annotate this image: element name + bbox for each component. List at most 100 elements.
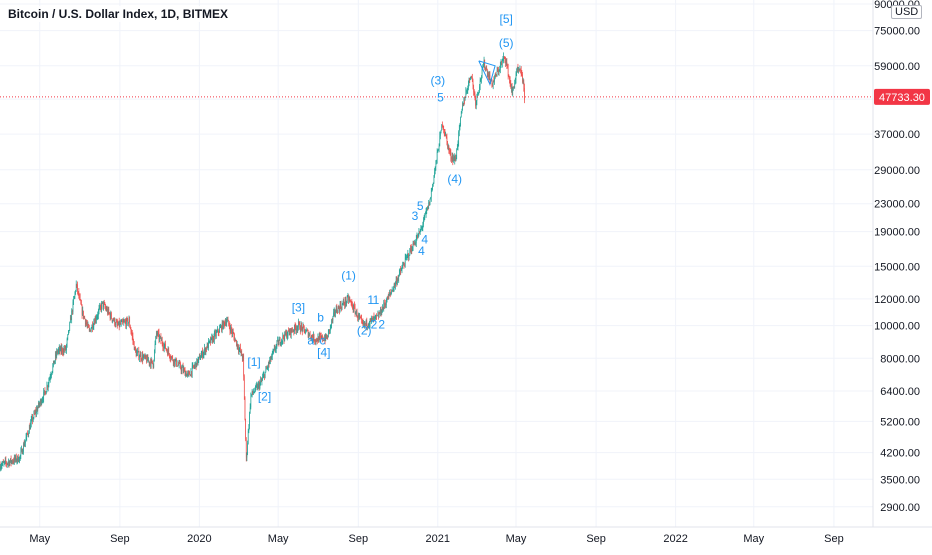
candle-body [354,306,355,308]
candle-body [83,311,84,318]
candle-body [344,301,345,304]
candle-body [314,341,315,342]
candle-body [82,311,83,315]
candle-body [292,329,293,331]
candle-body [241,351,242,356]
candle-body [218,329,219,332]
candle-body [444,130,445,133]
candle-body [144,355,145,357]
wave-label: 5 [417,199,424,213]
candle-body [77,284,78,285]
candle-body [53,361,54,366]
candle-body [34,413,35,418]
candle-body [27,433,28,434]
candle-body [167,351,168,355]
candle-body [268,362,269,367]
candle-body [157,333,158,335]
candle-body [153,364,154,367]
candle-body [304,326,305,329]
candle-body [436,162,437,167]
price-tick-label: 2900.00 [880,502,920,514]
candle-body [266,368,267,369]
candle-body [131,332,132,334]
candle-body [474,92,475,93]
candle-body [223,321,224,329]
candle-body [294,325,295,331]
candle-body [105,307,106,308]
candle-body [216,332,217,336]
candle-body [123,322,124,323]
candle-body [413,243,414,245]
candle-body [94,323,95,324]
candle-body [150,362,151,365]
wave-label: 2 [371,318,378,332]
candle-body [245,420,246,439]
candle-body [271,357,272,360]
candle-body [394,284,395,288]
candle-body [86,323,87,324]
candle-body [151,360,152,366]
candle-body [419,231,420,233]
candle-body [379,313,380,317]
candle-body [172,357,173,361]
candle-body [380,313,381,314]
candle-body [387,297,388,302]
candle-body [120,323,121,324]
price-tick-label: 5200.00 [880,416,920,428]
candle-body [494,78,495,82]
candle-body [472,77,473,80]
currency-selector[interactable]: USD [891,5,922,19]
wave-label: 2 [378,318,385,332]
candle-body [384,303,385,305]
candle-body [47,386,48,387]
candle-body [84,317,85,319]
price-tick-label: 37000.00 [874,129,920,141]
wave-label: b [317,310,324,324]
candle-body [256,386,257,387]
candle-body [36,411,37,413]
wave-label: (2) [357,324,372,338]
candle-body [389,293,390,295]
candle-body [475,98,476,106]
candle-body [153,361,154,367]
candle-body [21,451,22,455]
candle-body [415,243,416,244]
candle-body [337,308,338,312]
candle-body [215,333,216,334]
candle-body [76,284,77,291]
candle-body [114,318,115,320]
wave-label: [3] [292,301,305,315]
candle-body [465,97,466,100]
candle-body [518,70,519,71]
candle-body [325,334,326,340]
candle-body [386,302,387,305]
candle-body [189,372,190,374]
candle-body [509,76,510,77]
candle-body [62,348,63,352]
candle-body [415,243,416,244]
candle-body [223,322,224,328]
candle-body [69,322,70,330]
candle-body [460,117,461,123]
candle-body [353,308,354,310]
candle-body [488,74,489,75]
candle-body [327,337,328,338]
candle-body [72,311,73,312]
candle-body [340,305,341,311]
candle-body [279,341,280,345]
candle-body [478,93,479,94]
candle-body [243,356,244,359]
candle-body [281,341,282,344]
candle-body [217,329,218,331]
wave-label: [1] [247,355,260,369]
candle-body [130,326,131,329]
candle-body [15,456,16,459]
candle-body [1,466,2,467]
candle-body [516,72,517,73]
candle-body [163,344,164,347]
candle-body [178,364,179,365]
candle-body [303,326,304,331]
candle-body [108,309,109,312]
